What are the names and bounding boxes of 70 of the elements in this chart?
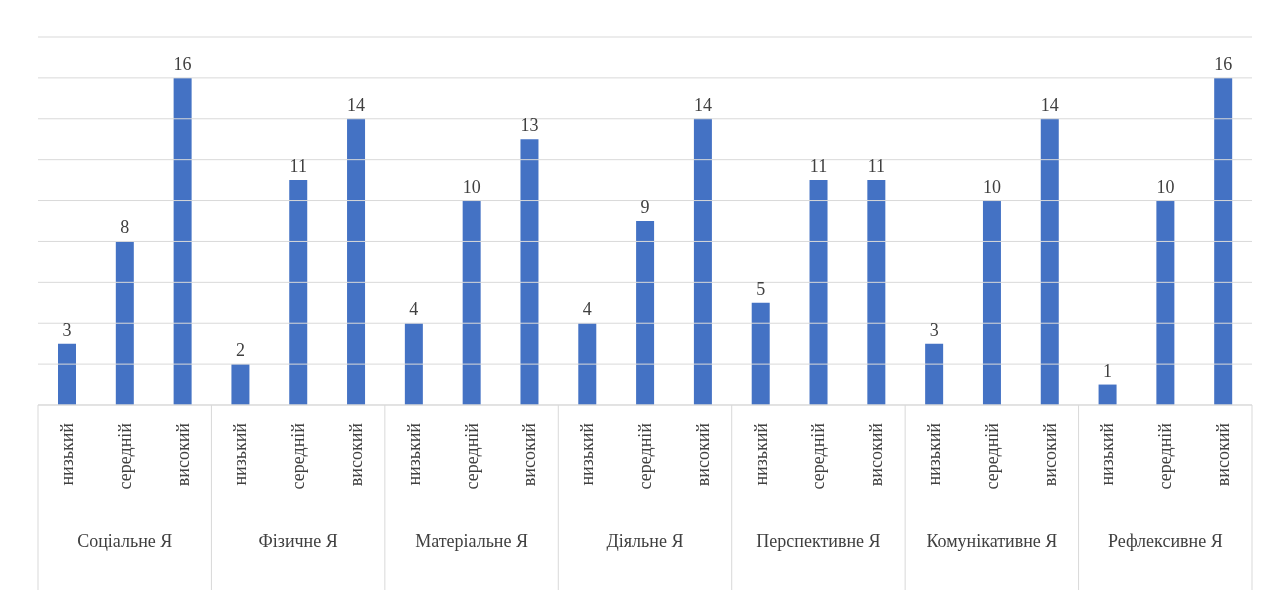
text: Фізичне Я: [258, 531, 338, 551]
data-label: 11: [289, 156, 307, 177]
bar: [520, 139, 539, 405]
x-tick-label: низький: [1097, 422, 1118, 486]
bar: [982, 200, 1001, 405]
x-tick-label: середній: [981, 422, 1002, 490]
data-label: 10: [982, 176, 1001, 197]
bar: [404, 323, 423, 405]
bar: [1098, 384, 1117, 405]
bar: [462, 200, 481, 405]
bar: [347, 118, 366, 405]
text: Соціальне Я: [77, 531, 173, 551]
bar: [636, 221, 655, 405]
text: Матеріальне Я: [415, 531, 528, 551]
x-tick-label: високий: [692, 422, 713, 487]
x-tick-label: низький: [403, 422, 424, 486]
data-label: 1: [1103, 360, 1113, 381]
x-tick-label: середній: [808, 422, 829, 490]
bar: [1214, 77, 1233, 405]
data-label: 14: [347, 94, 366, 115]
bar: [231, 364, 250, 405]
bar: [925, 343, 944, 405]
data-label: 3: [929, 319, 939, 340]
data-label: 9: [640, 197, 650, 217]
text: Діяльне Я: [606, 531, 684, 551]
bar: [867, 180, 886, 405]
x-tick-label: середній: [288, 422, 309, 490]
data-label: 10: [462, 176, 481, 197]
data-label: 5: [756, 278, 766, 299]
x-tick-label: високий: [1039, 422, 1060, 487]
data-label: 14: [693, 94, 712, 115]
data-label: 3: [62, 319, 72, 340]
bar: [289, 180, 308, 405]
x-tick-label: середній: [635, 422, 655, 490]
bar: [693, 118, 712, 405]
data-label: 8: [120, 217, 130, 238]
data-label: 16: [1214, 53, 1233, 74]
text: Перспективне Я: [756, 531, 881, 551]
text: Комунікативне Я: [926, 531, 1058, 551]
x-tick-label: низький: [750, 422, 771, 486]
bar: [751, 302, 770, 405]
x-tick-label: високий: [519, 422, 540, 487]
bar: [809, 180, 828, 405]
x-tick-label: низький: [924, 422, 945, 486]
data-label: 2: [235, 340, 245, 361]
data-label: 13: [520, 115, 539, 136]
data-label: 11: [867, 156, 886, 177]
bar: [58, 343, 76, 405]
bar: [115, 241, 134, 405]
x-tick-label: низький: [230, 422, 251, 486]
text: Рефлексивне Я: [1107, 531, 1223, 551]
x-tick-label: високий: [1213, 422, 1234, 487]
data-label: 11: [809, 156, 828, 177]
x-tick-label: низький: [56, 422, 77, 486]
data-label: 4: [409, 299, 419, 320]
x-tick-label: низький: [577, 422, 598, 486]
x-tick-label: високий: [345, 422, 366, 487]
x-tick-label: середній: [1155, 422, 1176, 490]
data-label: 4: [582, 299, 592, 320]
x-tick-label: високий: [866, 422, 887, 487]
x-tick-label: середній: [114, 422, 135, 490]
bar: [1040, 118, 1059, 405]
bar: [578, 323, 597, 405]
bar: [173, 77, 192, 405]
data-label: 16: [173, 53, 192, 74]
x-tick-label: середній: [461, 422, 482, 490]
data-label: 10: [1156, 176, 1175, 197]
bar: [1156, 200, 1175, 405]
x-tick-label: високий: [172, 422, 193, 487]
data-label: 14: [1040, 94, 1059, 115]
